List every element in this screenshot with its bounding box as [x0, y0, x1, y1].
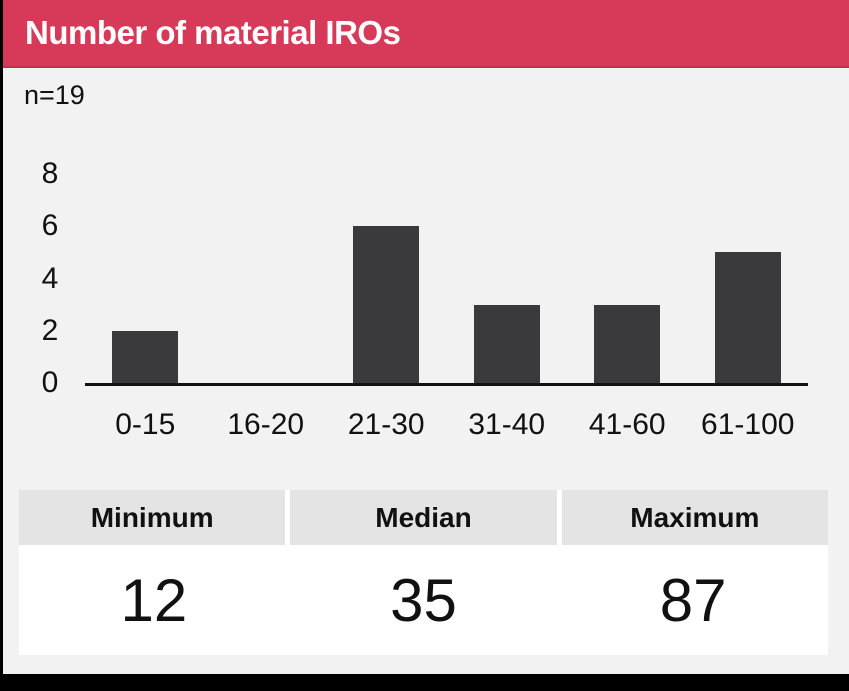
x-tick-label: 61-100	[701, 408, 795, 441]
stat-value-minimum: 12	[120, 566, 188, 634]
stats-value-row: 12 35 87	[19, 545, 828, 655]
bar-21-30	[353, 226, 420, 383]
stat-value-median: 35	[390, 566, 457, 634]
x-tick-label: 16-20	[227, 408, 305, 441]
card-header: Number of material IROs	[3, 0, 849, 68]
y-tick-label: 4	[41, 261, 59, 295]
stat-label-maximum: Maximum	[561, 490, 828, 545]
stats-header-row: Minimum Median Maximum	[19, 490, 828, 545]
x-tick-label: 0-15	[115, 408, 176, 441]
bar-31-40	[473, 304, 540, 383]
x-tick-label: 21-30	[347, 408, 425, 441]
y-tick-label: 6	[41, 209, 59, 243]
stat-label-minimum: Minimum	[19, 490, 286, 545]
bar-61-100	[714, 252, 781, 383]
y-tick-label: 8	[41, 157, 59, 190]
bar-chart: 0 2 4 6 8 0-15 16-20 21-30 31-40 41-60 61-100	[3, 150, 849, 455]
x-axis-line	[85, 383, 808, 386]
bar-41-60	[594, 304, 661, 383]
bar-0-15	[112, 330, 179, 383]
y-tick-label: 0	[41, 366, 59, 399]
card-title: Number of material IROs	[25, 14, 401, 51]
x-tick-label: 31-40	[468, 408, 546, 441]
x-tick-label: 41-60	[588, 408, 666, 441]
y-tick-label: 2	[41, 313, 59, 347]
sample-size-label: n=19	[24, 80, 85, 110]
chart-card: Number of material IROs n=19 0 2 4 6 8 0-15 16…	[3, 0, 849, 674]
stat-label-median: Median	[290, 490, 557, 545]
stat-value-maximum: 87	[659, 566, 727, 634]
stats-table: Minimum Median Maximum 12 35 87	[19, 490, 828, 655]
